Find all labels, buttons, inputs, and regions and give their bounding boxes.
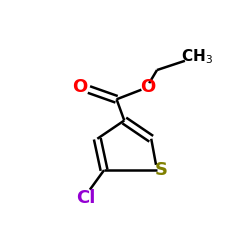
Text: O: O — [72, 78, 88, 96]
Text: Cl: Cl — [76, 189, 96, 207]
Text: O: O — [140, 78, 155, 96]
Text: CH$_3$: CH$_3$ — [181, 48, 213, 66]
Text: S: S — [155, 161, 168, 179]
